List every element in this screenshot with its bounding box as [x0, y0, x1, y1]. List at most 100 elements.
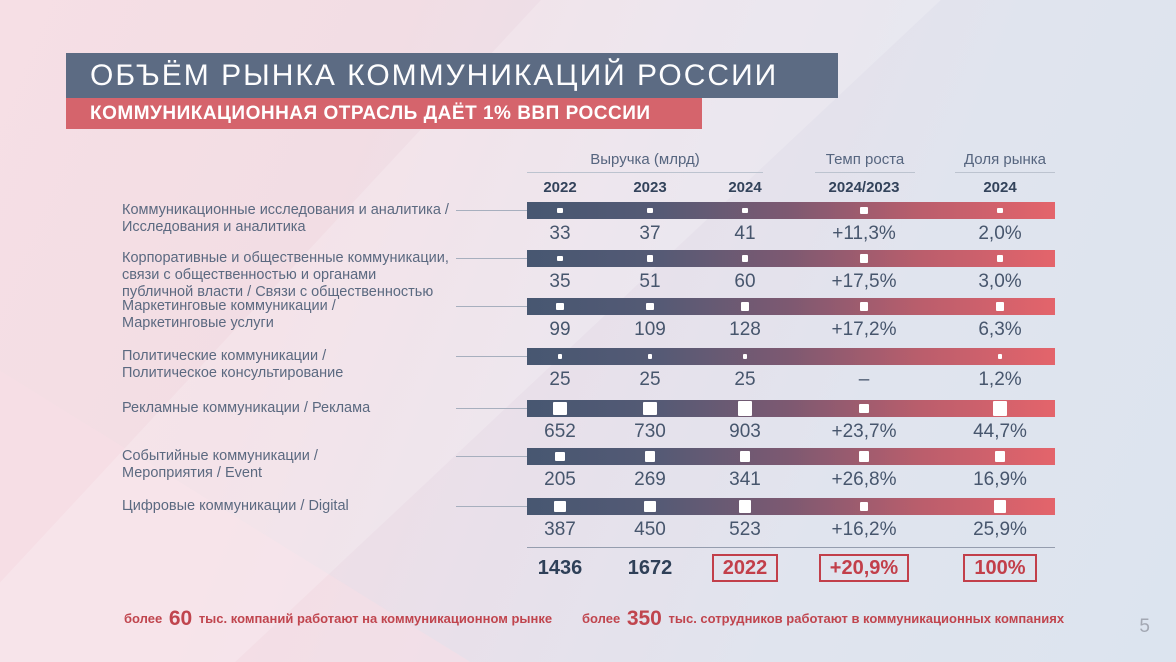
value-cell: 25: [639, 369, 661, 390]
header-underline: [815, 172, 915, 173]
bar-marker-square: [994, 451, 1006, 462]
header-underline: [527, 172, 763, 173]
row-bar: [527, 448, 1055, 465]
bar-marker-square: [859, 254, 869, 263]
table-row: Маркетинговые коммуникации / Маркетинговы…: [0, 298, 1176, 344]
value-cell: 903: [729, 421, 761, 442]
header-underline: [955, 172, 1055, 173]
value-cell: 25: [549, 369, 571, 390]
bar-marker-square: [553, 401, 567, 416]
value-cell: 3,0%: [978, 271, 1022, 292]
bar-marker-square: [646, 302, 654, 311]
table-row: Корпоративные и общественные коммуникаци…: [0, 250, 1176, 300]
bar-marker-square: [739, 451, 751, 462]
year-header-2023: 2023: [633, 179, 667, 196]
bar-marker-square: [647, 207, 653, 214]
bar-marker-square: [557, 354, 563, 359]
bar-marker-square: [993, 500, 1007, 513]
value-cell: 16,9%: [973, 469, 1027, 490]
row-label: Политические коммуникации / Политическое …: [122, 348, 344, 381]
table-row: Цифровые коммуникации / Digital 387 450 523…: [0, 498, 1176, 544]
value-cell: 730: [634, 421, 666, 442]
bar-marker-square: [742, 354, 748, 359]
value-cell: +16,2%: [831, 519, 897, 540]
row-connector-line: [456, 506, 527, 507]
table-row: Событийные коммуникации / Мероприятия / E…: [0, 448, 1176, 494]
totals-separator-line: [527, 547, 1055, 548]
bar-marker-square: [557, 207, 563, 214]
value-cell: 41: [734, 223, 756, 244]
total-highlight-box: 100%: [963, 554, 1037, 582]
bar-marker-square: [646, 255, 654, 262]
bar-marker-square: [737, 401, 753, 416]
year-header-2022: 2022: [543, 179, 577, 196]
bar-marker-square: [859, 403, 869, 414]
year-header-share: 2024: [983, 179, 1017, 196]
value-cell: 269: [634, 469, 666, 490]
row-bar: [527, 348, 1055, 365]
row-label: Коммуникационные исследования и аналитик…: [122, 202, 449, 235]
bar-marker-square: [995, 302, 1005, 311]
total-revenue-2023: 1672: [627, 557, 673, 579]
value-cell: 523: [729, 519, 761, 540]
page-number: 5: [1139, 616, 1150, 637]
note-rest: тыс. сотрудников работают в коммуникацио…: [668, 611, 1065, 626]
bar-marker-square: [859, 502, 869, 511]
bar-marker-square: [741, 255, 749, 262]
note-employees: более 350 тыс. сотрудников работают в ко…: [582, 607, 1064, 633]
bar-marker-square: [858, 451, 870, 462]
column-group-growth: Темп роста: [825, 151, 905, 168]
value-cell: 99: [549, 319, 571, 340]
total-revenue-2024: 2022: [690, 554, 800, 584]
row-bar: [527, 400, 1055, 417]
table-row: Коммуникационные исследования и аналитик…: [0, 202, 1176, 248]
note-prefix: более: [582, 611, 621, 626]
row-label: Цифровые коммуникации / Digital: [122, 498, 349, 514]
total-share: 100%: [945, 554, 1055, 584]
value-cell: 341: [729, 469, 761, 490]
row-bar: [527, 202, 1055, 219]
value-cell: 128: [729, 319, 761, 340]
row-label: Рекламные коммуникации / Реклама: [122, 400, 371, 416]
row-label: Событийные коммуникации / Мероприятия / E…: [122, 448, 318, 481]
value-cell: 25,9%: [973, 519, 1027, 540]
row-connector-line: [456, 258, 527, 259]
page-title: ОБЪЁМ РЫНКА КОММУНИКАЦИЙ РОССИИ: [90, 59, 779, 92]
bar-marker-square: [740, 302, 750, 311]
bar-marker-square: [554, 500, 566, 513]
bar-marker-square: [742, 207, 748, 214]
bar-marker-square: [647, 354, 653, 359]
column-group-revenue: Выручка (млрд): [590, 151, 700, 168]
note-number: 60: [168, 607, 193, 630]
row-bar: [527, 298, 1055, 315]
note-number: 350: [626, 607, 662, 630]
value-cell: 60: [734, 271, 756, 292]
row-connector-line: [456, 210, 527, 211]
value-cell: 2,0%: [978, 223, 1022, 244]
value-cell: +17,2%: [831, 319, 897, 340]
value-cell: –: [858, 369, 870, 390]
value-cell: 37: [639, 223, 661, 244]
bar-marker-square: [859, 302, 869, 311]
bar-marker-square: [555, 451, 565, 462]
row-bar: [527, 498, 1055, 515]
bar-marker-square: [557, 255, 563, 262]
note-prefix: более: [124, 611, 163, 626]
value-cell: 109: [634, 319, 666, 340]
value-cell: +23,7%: [831, 421, 897, 442]
value-cell: 205: [544, 469, 576, 490]
year-header-2024: 2024: [728, 179, 762, 196]
bar-marker-square: [997, 207, 1003, 214]
total-highlight-box: +20,9%: [818, 554, 910, 582]
value-cell: 6,3%: [978, 319, 1022, 340]
bar-marker-square: [860, 206, 868, 215]
bar-marker-square: [997, 354, 1003, 359]
year-header-growth: 2024/2023: [828, 179, 900, 196]
bar-marker-square: [644, 500, 656, 513]
value-cell: 652: [544, 421, 576, 442]
bar-marker-square: [643, 401, 657, 416]
row-label: Корпоративные и общественные коммуникаци…: [122, 250, 449, 300]
row-connector-line: [456, 408, 527, 409]
value-cell: 51: [639, 271, 661, 292]
row-connector-line: [456, 306, 527, 307]
